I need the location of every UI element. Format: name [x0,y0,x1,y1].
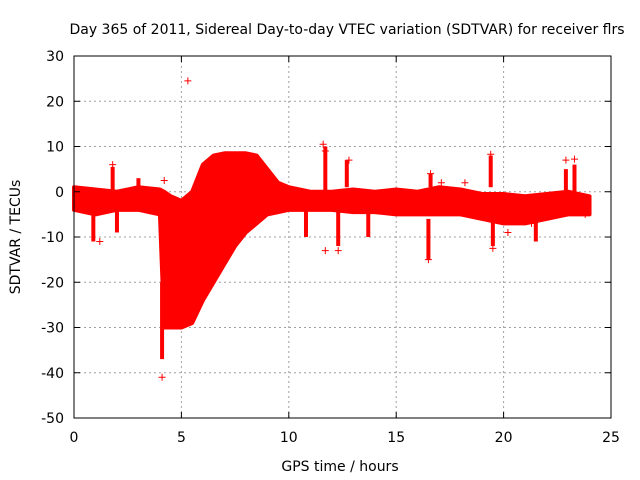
x-tick-label: 0 [70,430,79,446]
data-point [263,192,271,200]
data-point [160,176,168,184]
y-tick-label: -50 [41,411,64,427]
data-point [319,140,327,148]
data-point [461,179,469,187]
data-point [487,150,495,158]
grid [74,56,611,418]
y-axis-label: SDTVAR / TECUs [8,180,24,295]
x-tick-labels: 0 5 10 15 20 25 [70,430,620,446]
data-band [72,151,592,330]
x-axis-label: GPS time / hours [281,459,398,475]
chart-title: Day 365 of 2011, Sidereal Day-to-day VTE… [69,22,624,38]
data-point [562,156,570,164]
y-tick-label: -20 [41,275,64,291]
y-tick-label: -40 [41,366,64,382]
y-tick-label: -10 [41,230,64,246]
y-tick-label: 20 [46,94,64,110]
y-tick-label: 10 [46,140,64,156]
data-point [345,156,353,164]
x-tick-label: 5 [177,430,186,446]
data-point [424,256,432,264]
y-tick-labels: 30 20 10 0 -10 -20 -30 -40 -50 [41,49,64,427]
data-point [581,210,589,218]
data-series [72,77,592,381]
axis-tick-marks [73,55,612,419]
x-tick-label: 10 [280,430,298,446]
data-point [570,155,578,163]
x-tick-label: 15 [387,430,405,446]
data-point [321,247,329,255]
data-point [158,373,166,381]
data-point [528,219,536,227]
data-point [489,244,497,252]
data-point [184,77,192,85]
x-tick-label: 25 [602,430,620,446]
y-tick-label: 0 [55,185,64,201]
data-point [334,247,342,255]
data-point [427,170,435,178]
data-point [96,238,104,246]
y-tick-label: -30 [41,321,64,337]
data-point [504,228,512,236]
x-tick-label: 20 [495,430,513,446]
data-point [109,161,117,169]
data-point [437,179,445,187]
y-tick-label: 30 [46,49,64,65]
data-point [321,147,329,155]
